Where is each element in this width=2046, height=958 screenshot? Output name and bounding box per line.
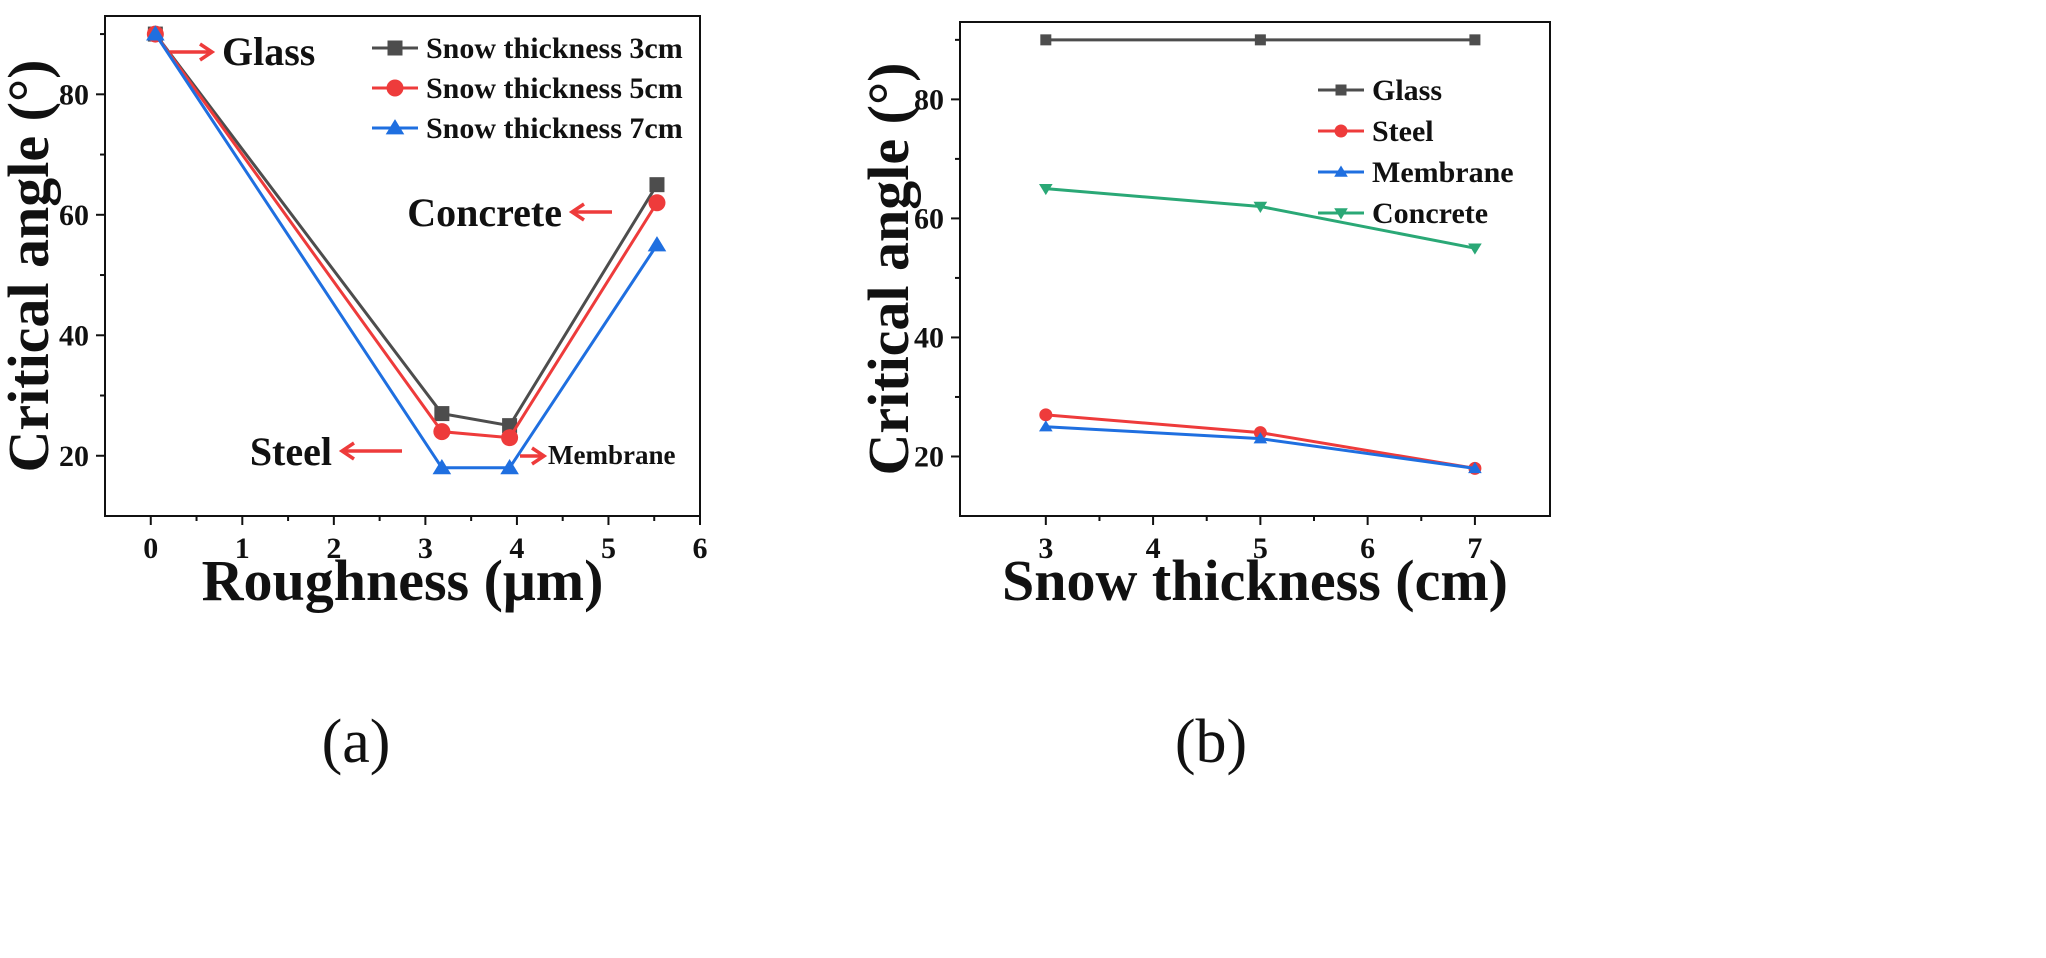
y-tick-label: 60 bbox=[59, 199, 89, 232]
legend-marker bbox=[386, 79, 404, 97]
panel-label-b: (b) bbox=[1175, 708, 1247, 776]
legend-marker bbox=[1334, 165, 1348, 177]
legend-marker bbox=[1334, 208, 1348, 220]
series-line bbox=[154, 33, 659, 428]
panel-b: 3 4 5 6 7 20 40 60 80 Snow thickness (cm) Critical… bbox=[856, 21, 1551, 776]
annotation-arrow-concrete bbox=[568, 202, 612, 222]
legend-marker bbox=[387, 40, 403, 56]
series-line bbox=[154, 33, 659, 440]
y-tick-label: 80 bbox=[914, 83, 944, 116]
data-point bbox=[500, 458, 519, 475]
x-tick-label: 2 bbox=[326, 532, 341, 565]
data-point bbox=[648, 194, 666, 212]
legend-label: Snow thickness 5cm bbox=[426, 72, 683, 105]
legend-entry: Concrete bbox=[1318, 197, 1488, 230]
annotation-arrow-concrete-head bbox=[568, 202, 585, 222]
legend-label: Membrane bbox=[1372, 156, 1514, 189]
panel-a: 0 1 2 3 4 5 6 20 40 60 80 Roughness (μm) Critical an… bbox=[0, 15, 708, 776]
legend-entry: Glass bbox=[1318, 74, 1442, 107]
data-point bbox=[433, 423, 451, 441]
x-tick-label: 3 bbox=[418, 532, 433, 565]
data-point bbox=[146, 25, 165, 41]
plot-frame bbox=[959, 21, 1551, 517]
y-tick-label: 40 bbox=[59, 319, 89, 352]
data-point bbox=[1038, 183, 1053, 196]
series-line bbox=[154, 33, 659, 470]
y-axis-title: Critical angle (°) bbox=[0, 60, 61, 473]
y-tick-label: 80 bbox=[59, 78, 89, 111]
legend-label: Snow thickness 3cm bbox=[426, 32, 683, 65]
data-point bbox=[1468, 243, 1482, 255]
legend-entry: Steel bbox=[1318, 115, 1434, 148]
data-point bbox=[501, 429, 519, 447]
x-axis-title: Roughness (μm) bbox=[202, 548, 604, 613]
legend-label: Steel bbox=[1372, 115, 1434, 148]
legend-entry: Snow thickness 3cm bbox=[372, 32, 683, 65]
data-point bbox=[1253, 201, 1268, 213]
legend-entry: Snow thickness 7cm bbox=[372, 112, 683, 145]
data-point bbox=[1468, 461, 1482, 474]
data-point bbox=[1254, 34, 1266, 46]
data-point bbox=[649, 177, 665, 193]
legend-marker bbox=[385, 119, 405, 135]
y-tick-label: 40 bbox=[914, 321, 944, 354]
x-tick-label: 0 bbox=[143, 532, 158, 565]
legend-marker bbox=[1335, 84, 1347, 96]
data-point bbox=[432, 458, 452, 475]
annotation-arrow-glass bbox=[170, 42, 216, 62]
x-tick-label: 6 bbox=[1360, 532, 1375, 565]
series-snow-thickness-7cm bbox=[146, 25, 667, 475]
annotation-glass: Glass bbox=[222, 29, 315, 74]
series-glass bbox=[1040, 34, 1481, 46]
annotation-concrete: Concrete bbox=[407, 190, 562, 235]
legend-marker bbox=[1334, 124, 1348, 138]
annotation-arrow-membrane-head bbox=[531, 446, 548, 466]
y-axis-title: Critical angle (°) bbox=[856, 63, 921, 476]
x-tick-label: 1 bbox=[235, 532, 250, 565]
x-tick-label: 4 bbox=[509, 532, 524, 565]
data-point bbox=[1469, 34, 1481, 46]
x-tick-label: 7 bbox=[1467, 532, 1482, 565]
data-point bbox=[1253, 432, 1268, 444]
annotation-arrow-glass-head bbox=[199, 42, 216, 62]
data-point bbox=[434, 406, 450, 422]
x-tick-label: 5 bbox=[601, 532, 616, 565]
data-point bbox=[1040, 34, 1052, 46]
x-tick-label: 6 bbox=[693, 532, 708, 565]
legend-label: Glass bbox=[1372, 74, 1442, 107]
legend-entry: Membrane bbox=[1318, 156, 1514, 189]
annotation-arrow-membrane bbox=[520, 446, 548, 466]
x-tick-label: 3 bbox=[1038, 532, 1053, 565]
panel-label-a: (a) bbox=[322, 708, 391, 776]
legend-label: Snow thickness 7cm bbox=[426, 112, 683, 145]
data-point bbox=[1038, 420, 1053, 432]
plot-frame bbox=[104, 15, 701, 517]
x-tick-label: 5 bbox=[1253, 532, 1268, 565]
data-point bbox=[1039, 408, 1053, 422]
y-tick-label: 20 bbox=[914, 440, 944, 473]
annotation-membrane: Membrane bbox=[548, 440, 675, 470]
annotation-steel: Steel bbox=[250, 429, 332, 474]
legend-entry: Snow thickness 5cm bbox=[372, 72, 683, 105]
series-membrane bbox=[1038, 420, 1482, 474]
annotation-arrow-steel bbox=[338, 441, 402, 461]
series-concrete bbox=[1038, 183, 1482, 255]
legend-label: Concrete bbox=[1372, 197, 1488, 230]
x-tick-label: 4 bbox=[1146, 532, 1161, 565]
data-point bbox=[647, 236, 667, 252]
series-snow-thickness-5cm bbox=[146, 25, 666, 447]
x-axis-title: Snow thickness (cm) bbox=[1002, 548, 1508, 613]
annotation-arrow-steel-head bbox=[338, 441, 355, 461]
y-tick-label: 60 bbox=[914, 202, 944, 235]
y-tick-label: 20 bbox=[59, 440, 89, 473]
